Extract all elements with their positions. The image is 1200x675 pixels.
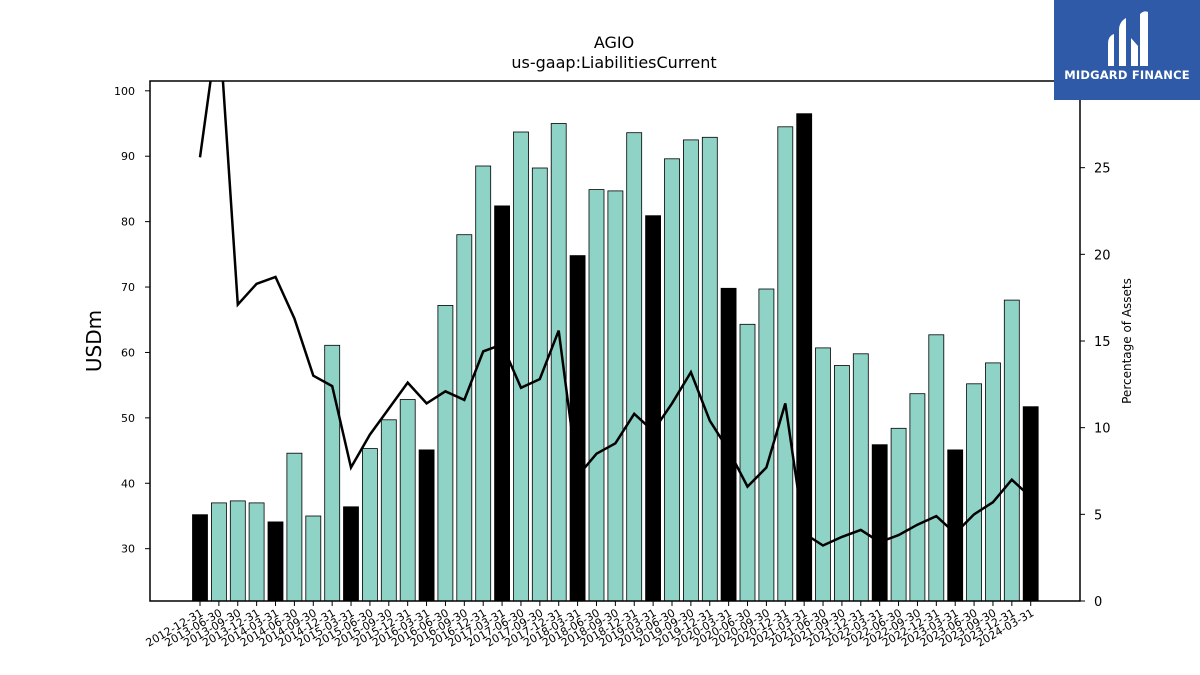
bar-2018-09-30	[607, 190, 624, 602]
bar-2016-12-31	[475, 165, 492, 602]
bar-2013-06-30	[210, 502, 227, 602]
y-axis-right: 0 5 10 15 20 25	[1080, 162, 1111, 610]
bar-2019-12-31	[701, 136, 718, 602]
bar-2015-09-30	[380, 419, 397, 602]
bar-2022-12-31	[928, 334, 945, 602]
bar-2017-09-30	[531, 167, 548, 602]
y2-tick-label: 20	[1094, 248, 1111, 263]
bar-2023-03-31	[947, 449, 964, 602]
bar-2020-12-31	[777, 126, 794, 602]
bar-2021-06-30	[815, 347, 831, 602]
bar-2021-09-30	[834, 365, 850, 602]
y2-tick-label: 10	[1094, 422, 1111, 437]
bar-2023-06-30	[966, 383, 982, 602]
x-axis: 2012-12-312013-06-302013-09-302013-12-31…	[144, 601, 1036, 650]
chart-subtitle: us-gaap:LiabilitiesCurrent	[511, 53, 716, 72]
y2-tick-label: 0	[1094, 595, 1102, 610]
bar-2022-03-31	[871, 444, 888, 602]
bar-2016-09-30	[456, 234, 473, 602]
bar-2017-03-31	[494, 205, 511, 602]
y-tick-label: 30	[121, 543, 135, 556]
y2-tick-label: 5	[1094, 508, 1102, 523]
chart-title: AGIO	[594, 33, 634, 52]
bar-2021-12-31	[852, 353, 869, 602]
logo-brand-text: MIDGARD FINANCE	[1064, 68, 1190, 82]
bar-2020-09-30	[758, 288, 775, 602]
bar-2020-03-31	[720, 287, 737, 602]
bar-2024-03-31	[1022, 406, 1039, 602]
bar-2023-09-30	[985, 362, 1001, 602]
bar-2016-06-30	[437, 304, 454, 602]
y-tick-label: 40	[121, 477, 135, 490]
bar-2014-09-30	[305, 515, 322, 602]
percentage-line	[198, 81, 1032, 547]
bar-2014-06-30	[286, 452, 303, 602]
bar-2023-12-31	[1003, 299, 1020, 602]
bar-2013-12-31	[248, 502, 265, 602]
y-tick-label: 60	[121, 346, 135, 359]
bar-2018-06-30	[588, 189, 605, 602]
y-tick-label: 50	[121, 412, 135, 425]
bar-2013-09-30	[229, 500, 246, 602]
y-tick-label: 90	[121, 150, 135, 163]
bar-2015-06-30	[361, 448, 378, 602]
bar-2016-03-31	[418, 449, 435, 602]
y2-axis-label: Percentage of Assets	[1120, 278, 1134, 404]
bar-2022-09-30	[909, 393, 926, 602]
y-axis-left: 30 40 50 60 70 80 90 100	[114, 85, 150, 556]
y-axis-label: USDm	[82, 310, 106, 372]
bar-2015-03-31	[343, 506, 359, 602]
bar-2014-03-31	[267, 521, 284, 602]
y2-tick-label: 25	[1094, 162, 1111, 177]
y-tick-label: 80	[121, 216, 135, 229]
bar-2019-06-30	[664, 158, 680, 602]
logo-mark-icon	[1108, 11, 1148, 67]
line-layer	[198, 81, 1032, 547]
bar-2020-06-30	[739, 323, 756, 602]
bar-2017-06-30	[513, 131, 529, 602]
bar-2018-12-31	[626, 132, 643, 602]
bars-layer	[192, 113, 1039, 602]
bar-2012-12-31	[192, 514, 208, 602]
midgard-finance-logo: MIDGARD FINANCE	[1054, 0, 1200, 100]
bar-2022-06-30	[890, 427, 907, 602]
y-tick-label: 70	[121, 281, 135, 294]
bar-2015-12-31	[399, 399, 416, 602]
y2-tick-label: 15	[1094, 335, 1111, 350]
bar-2019-03-31	[645, 215, 661, 602]
y-tick-label: 100	[114, 85, 135, 98]
